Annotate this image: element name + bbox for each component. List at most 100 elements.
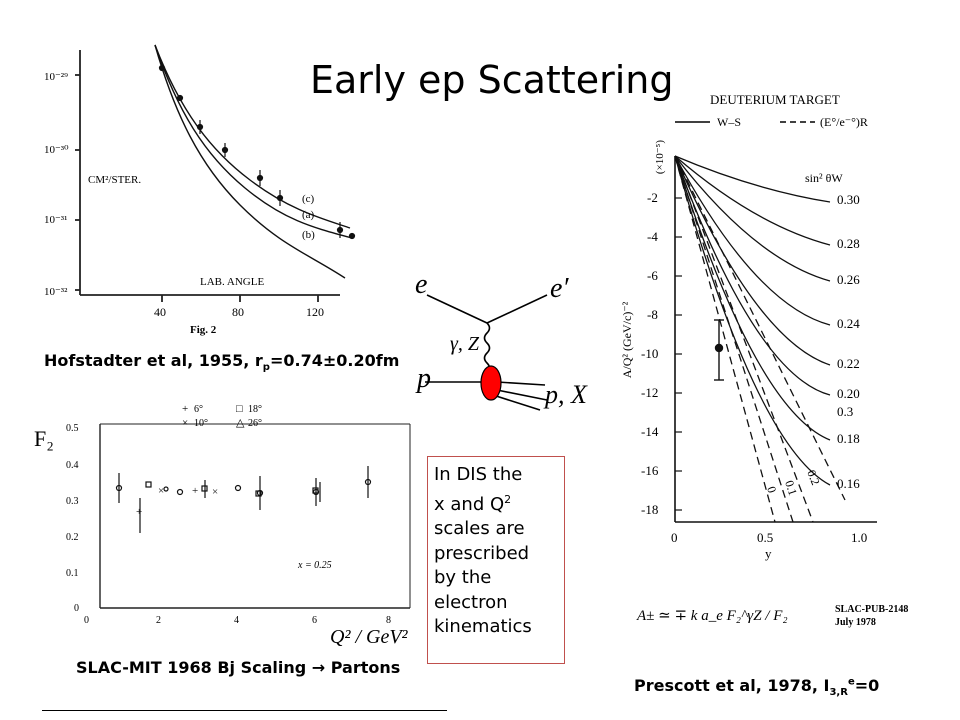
hof-ytick: 10⁻²⁹ <box>44 71 68 83</box>
slac-point <box>115 473 123 503</box>
feyn-e-in: e <box>415 269 427 300</box>
electron-in-line <box>426 294 488 324</box>
feyn-e-out: e′ <box>550 273 569 304</box>
svg-text:×: × <box>158 485 164 497</box>
slac-xtick: 4 <box>234 615 239 626</box>
dis-line: scales are <box>434 518 525 539</box>
slac-legend-label: 18° <box>248 404 262 415</box>
dis-line: by the <box>434 567 492 588</box>
hof-xlabel: LAB. ANGLE <box>200 276 264 288</box>
slac-ytick: 0.2 <box>66 532 79 543</box>
curve-label: 0.24 <box>837 316 860 331</box>
feynman-diagram: e e′ γ, Z p p, X <box>415 269 588 411</box>
prescott-sin-label: sin² θW <box>805 171 843 185</box>
hofstadter-caption: Hofstadter et al, 1955, rp=0.74±0.20fm <box>44 351 399 373</box>
hof-point <box>176 94 184 102</box>
prescott-ytick: -8 <box>647 307 658 322</box>
x-out-line-1 <box>496 381 546 386</box>
hof-point <box>158 64 166 72</box>
svg-text:+: + <box>136 506 142 518</box>
slac-xtick: 0 <box>84 615 89 626</box>
slac-point: × <box>158 485 169 497</box>
hof-curve-a <box>154 44 353 239</box>
ws-curve-0.22 <box>674 155 831 366</box>
hof-caption-prefix: Hofstadter et al, 1955, r <box>44 351 263 370</box>
prescott-ytick: -4 <box>647 229 658 244</box>
slac-xaxis-label: Q² / GeV² <box>330 626 409 648</box>
hof-curve-b <box>154 44 346 279</box>
prescott-header: DEUTERIUM TARGET <box>710 92 840 107</box>
dash-line-0 <box>674 155 776 523</box>
dash-line-0.2 <box>674 155 814 523</box>
dis-line: prescribed <box>434 542 530 564</box>
curve-label: 0.30 <box>837 192 860 207</box>
hof-xtick: 120 <box>306 305 324 319</box>
dash-label: 0.2 <box>804 468 823 487</box>
slac-point <box>256 476 264 510</box>
prescott-xtick: 0 <box>671 530 678 545</box>
prescott-ytick: -12 <box>641 385 658 400</box>
slac-ytick: 0 <box>74 603 79 614</box>
hof-ytick: 10⁻³⁰ <box>44 144 69 156</box>
dis-line: electron <box>434 591 508 613</box>
prescott-caption-sup: e <box>847 676 855 688</box>
slac-legend-label: 6° <box>194 404 203 415</box>
slac-legend-label: 26° <box>248 418 262 429</box>
prescott-exp-label: (×10⁻⁵) <box>654 140 666 175</box>
slac-point: + <box>192 485 198 497</box>
slac-legend-symbol: □ <box>236 403 243 415</box>
slac-ytick: 0.3 <box>66 496 79 507</box>
dash-line-0.3 <box>674 155 846 501</box>
slac-mit-caption: SLAC-MIT 1968 Bj Scaling → Partons <box>76 658 401 677</box>
slac-x-note: x = 0.25 <box>297 560 332 571</box>
slac-point <box>312 482 321 502</box>
slide-title: Early ep Scattering <box>310 58 674 102</box>
dis-line: In DIS the <box>434 464 523 485</box>
slac-legend-symbol: △ <box>236 417 245 429</box>
ws-curve-0.28 <box>674 155 831 246</box>
hof-curve-label-b: (b) <box>302 229 315 241</box>
prescott-ytick: -2 <box>647 190 658 205</box>
prescott-ytick: -16 <box>641 463 659 478</box>
slac-ytick: 0.1 <box>66 568 79 579</box>
prescott-legend-ws: W–S <box>717 115 741 129</box>
prescott-ytick: -14 <box>641 424 659 439</box>
curve-label: 0.26 <box>837 272 860 287</box>
slac-point <box>364 466 372 498</box>
slac-point <box>145 481 152 488</box>
prescott-xtick: 1.0 <box>851 530 867 545</box>
dis-line: x and Q2 <box>434 488 558 518</box>
prescott-caption-sub: 3,R <box>829 687 848 699</box>
slac-ytick: 0.5 <box>66 423 79 434</box>
dis-note-box: In DIS the x and Q2 scales are prescribe… <box>427 456 565 664</box>
dis-line-2a: x and Q <box>434 493 505 515</box>
prescott-caption: Prescott et al, 1978, I3,Re=0 <box>634 676 879 698</box>
dash-label: 0 <box>764 485 779 495</box>
dis-line: kinematics <box>434 616 532 637</box>
prescott-legend-eo: (E°/e⁻°)R <box>820 115 868 129</box>
ws-curve-0.20 <box>674 155 831 396</box>
hof-ylabel: CM²/STER. <box>88 174 141 186</box>
slac-ytick: 0.4 <box>66 460 79 471</box>
proton-blob <box>480 365 502 401</box>
electron-out-line <box>486 294 548 324</box>
slac-xtick: 2 <box>156 615 161 626</box>
slac-legend-label: 10° <box>194 418 208 429</box>
ws-curve-0.30 <box>674 155 831 203</box>
slac-point: × <box>212 486 218 498</box>
hof-curve-label-a: (a) <box>302 209 315 221</box>
ws-curve-0.24 <box>674 155 831 326</box>
prescott-ref1: SLAC-PUB-2148 <box>835 604 908 615</box>
prescott-formula: A± ≃ ∓ k a_e F₂^γZ / F₂ <box>636 608 788 624</box>
prescott-plot: DEUTERIUM TARGET W–S (E°/e⁻°)R (×10⁻⁵) -… <box>620 92 908 628</box>
hof-ytick: 10⁻³² <box>44 286 68 298</box>
slac-point <box>201 480 208 498</box>
slac-mit-plot: F₂ 0.5 0.4 0.3 0.2 0.1 0 0 2 4 6 8 + 6° … <box>34 403 411 648</box>
hof-point <box>348 232 356 240</box>
curve-label: 0.28 <box>837 236 860 251</box>
slac-point <box>255 490 262 497</box>
curve-label: 0.20 <box>837 386 860 401</box>
slac-legend-symbol: + <box>182 403 188 415</box>
slac-point: + <box>136 498 142 533</box>
slac-legend-symbol: × <box>182 417 188 429</box>
